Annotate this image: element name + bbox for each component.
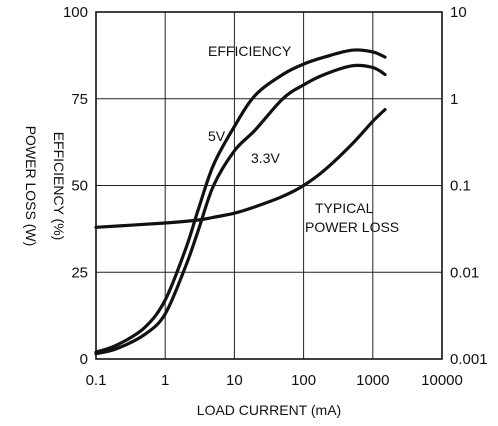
y2-tick-label: 0.01 [450, 264, 479, 281]
x-tick-labels: 0.1 1 10 100 1000 10000 [86, 372, 463, 389]
y2-tick-label: 0.001 [450, 351, 488, 368]
x-tick-label: 10000 [421, 372, 463, 389]
annotation-5v: 5V [208, 128, 226, 144]
y2-tick-labels: 0.001 0.01 0.1 1 10 [450, 4, 488, 368]
annotation-typical: TYPICAL [315, 200, 374, 216]
x-tick-label: 10 [226, 372, 243, 389]
x-tick-label: 1 [161, 372, 169, 389]
series-lines [94, 48, 387, 356]
y-tick-label: 50 [71, 178, 88, 195]
plot-frame [95, 11, 443, 360]
y-axis-label: EFFICIENCY (%) [51, 132, 67, 241]
y2-axis-label: POWER LOSS (W) [23, 126, 39, 247]
y-tick-label: 0 [80, 351, 88, 368]
y-tick-label: 75 [71, 91, 88, 108]
y2-tick-label: 1 [450, 91, 458, 108]
annotation-3v3: 3.3V [251, 150, 280, 166]
grid [96, 12, 442, 359]
x-tick-label: 1000 [356, 372, 389, 389]
x-tick-label: 0.1 [86, 372, 107, 389]
series-power-loss-line [94, 108, 387, 229]
y2-tick-label: 10 [450, 4, 467, 21]
y-tick-labels: 0 25 50 75 100 [63, 4, 88, 368]
annotation-power-loss: POWER LOSS [305, 219, 399, 235]
series-3v3-line [94, 63, 387, 356]
y-tick-label: 25 [71, 264, 88, 281]
annotation-efficiency: EFFICIENCY [208, 43, 292, 59]
x-tick-label: 100 [291, 372, 316, 389]
series-5v-line [94, 48, 387, 354]
x-axis-label: LOAD CURRENT (mA) [197, 402, 341, 418]
y-tick-label: 100 [63, 4, 88, 21]
y2-tick-label: 0.1 [450, 178, 471, 195]
